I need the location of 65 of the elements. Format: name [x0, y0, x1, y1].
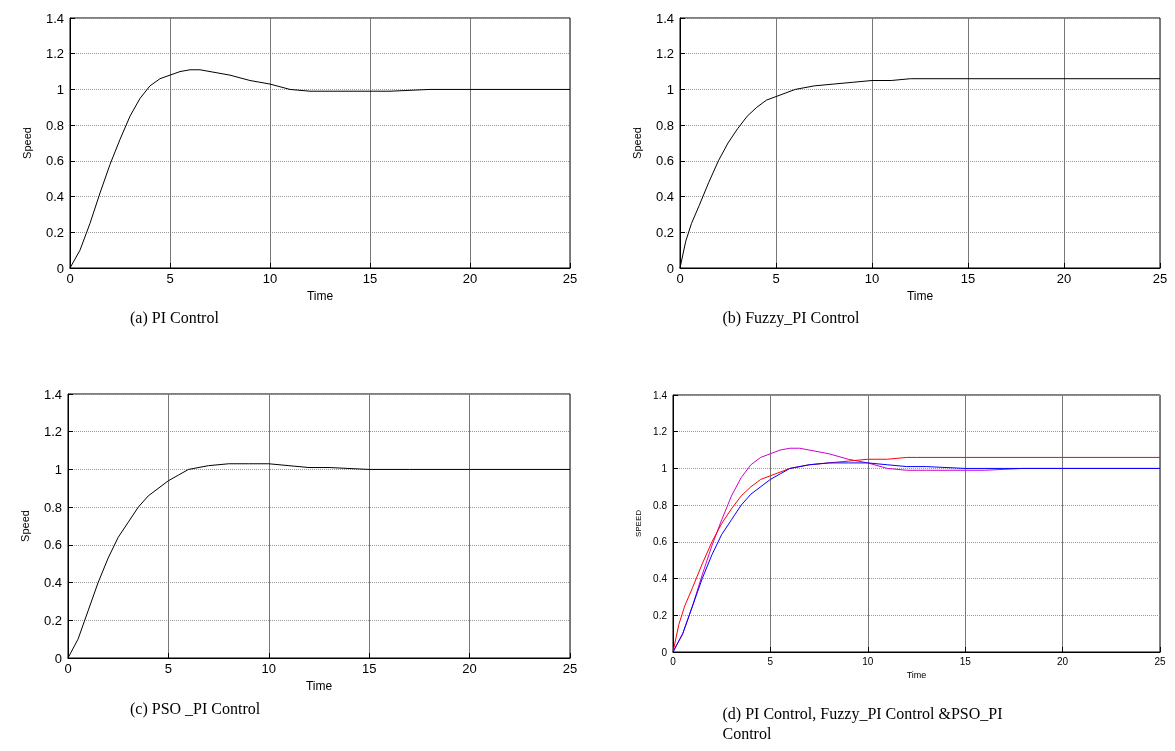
x-axis-title: Time	[306, 288, 334, 303]
y-tick-label: 1.4	[45, 10, 64, 26]
y-tick-label: 1.4	[43, 386, 62, 402]
y-tick-label: 1.2	[655, 46, 674, 62]
y-axis-title: SPEED	[633, 509, 643, 538]
y-tick-label: 1.4	[655, 10, 674, 26]
y-tick-label: 1.2	[43, 424, 62, 440]
x-tick-label: 15	[959, 655, 972, 667]
x-tick-label: 5	[164, 661, 173, 676]
y-axis-title: Speed	[20, 127, 33, 159]
x-tick-label: 25	[1152, 271, 1168, 286]
y-tick-label: 1.2	[45, 46, 64, 62]
x-tick-label: 0	[676, 271, 684, 286]
y-tick-label: 1	[666, 81, 674, 97]
y-tick-label: 1.2	[653, 426, 668, 438]
y-tick-label: 0	[56, 260, 64, 276]
y-tick-label: 0	[661, 646, 668, 658]
y-tick-label: 1	[56, 81, 64, 97]
x-tick-label: 20	[462, 661, 477, 676]
x-tick-label: 25	[1154, 655, 1166, 667]
x-tick-label: 5	[166, 271, 174, 286]
y-tick-label: 0.8	[43, 499, 62, 515]
y-tick-label: 0.6	[655, 153, 674, 169]
y-tick-label: 0.8	[45, 117, 64, 133]
text: (a) PI Control	[130, 308, 220, 327]
y-tick-label: 0.2	[45, 224, 64, 240]
y-tick-label: 1.4	[653, 389, 668, 401]
x-tick-label: 15	[361, 661, 377, 676]
y-tick-label: 0.2	[655, 224, 674, 240]
y-tick-label: 0.6	[653, 536, 668, 548]
text: (c) PSO _PI Control	[130, 699, 261, 718]
text: (d) PI Control, Fuzzy_PI Control &PSO_PI Control	[722, 704, 1007, 742]
y-tick-label: 0.4	[43, 575, 62, 591]
y-tick-label: 0.2	[43, 612, 62, 628]
y-tick-label: 0.8	[655, 117, 674, 133]
y-tick-label: 0.2	[653, 609, 668, 621]
y-tick-label: 0.6	[45, 153, 64, 169]
x-axis-title: Time	[906, 670, 927, 681]
y-tick-label: 0	[666, 260, 674, 276]
x-tick-label: 10	[862, 655, 874, 667]
x-axis-title: Time	[906, 288, 934, 303]
y-tick-label: 1	[54, 461, 62, 477]
x-tick-label: 10	[261, 661, 277, 676]
y-tick-label: 0.8	[653, 499, 668, 511]
y-axis-title: Speed	[18, 510, 31, 542]
x-tick-label: 20	[462, 271, 478, 286]
x-tick-label: 15	[362, 271, 378, 286]
x-tick-label: 25	[562, 661, 578, 676]
x-tick-label: 20	[1057, 655, 1069, 667]
y-tick-label: 0.6	[43, 537, 62, 553]
x-axis-title: Time	[305, 678, 333, 693]
x-tick-label: 20	[1056, 271, 1072, 286]
y-axis-title: Speed	[630, 127, 643, 159]
x-tick-label: 0	[66, 271, 74, 286]
y-tick-label: 0.4	[45, 189, 64, 205]
x-tick-label: 5	[767, 655, 774, 667]
y-tick-label: 1	[661, 462, 668, 474]
x-tick-label: 5	[772, 271, 780, 286]
x-tick-label: 25	[562, 271, 578, 286]
y-tick-label: 0.4	[653, 573, 668, 585]
text: (b) Fuzzy_PI Control	[722, 308, 860, 327]
y-tick-label: 0.4	[655, 189, 674, 205]
x-tick-label: 15	[960, 271, 976, 286]
x-tick-label: 10	[262, 271, 278, 286]
x-tick-label: 10	[864, 271, 880, 286]
